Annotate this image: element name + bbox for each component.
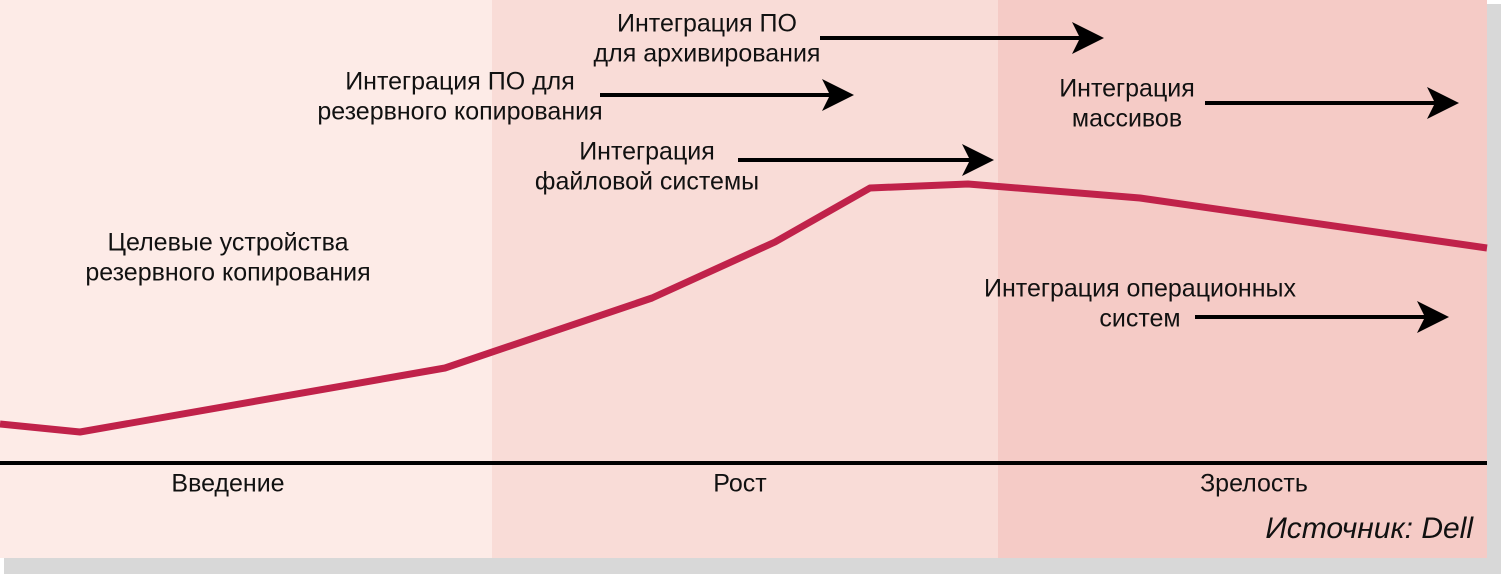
source: Источник: Dell [1265, 512, 1474, 545]
annotation-text: для архивирования [594, 40, 821, 68]
annotation-text: файловой системы [535, 168, 759, 196]
annotation-text: Интеграция ПО для [345, 68, 575, 96]
annotation-text: систем [1099, 305, 1180, 333]
annotation-text: Интеграция операционных [984, 275, 1296, 303]
annotation-text: Интеграция [579, 138, 715, 166]
annotation-text: Интеграция [1059, 75, 1195, 103]
annotation-text: Интеграция ПО [617, 10, 797, 38]
lifecycle-curve [0, 180, 1488, 436]
annotation-text: резервного копирования [317, 98, 602, 126]
annotation-text: Целевые устройства [108, 229, 349, 257]
annotation-text: резервного копирования [85, 259, 370, 287]
annotation-text: массивов [1072, 105, 1182, 133]
phase-label: Зрелость [1200, 470, 1308, 498]
phase-label: Введение [171, 470, 284, 498]
phase-label: Рост [713, 470, 767, 498]
